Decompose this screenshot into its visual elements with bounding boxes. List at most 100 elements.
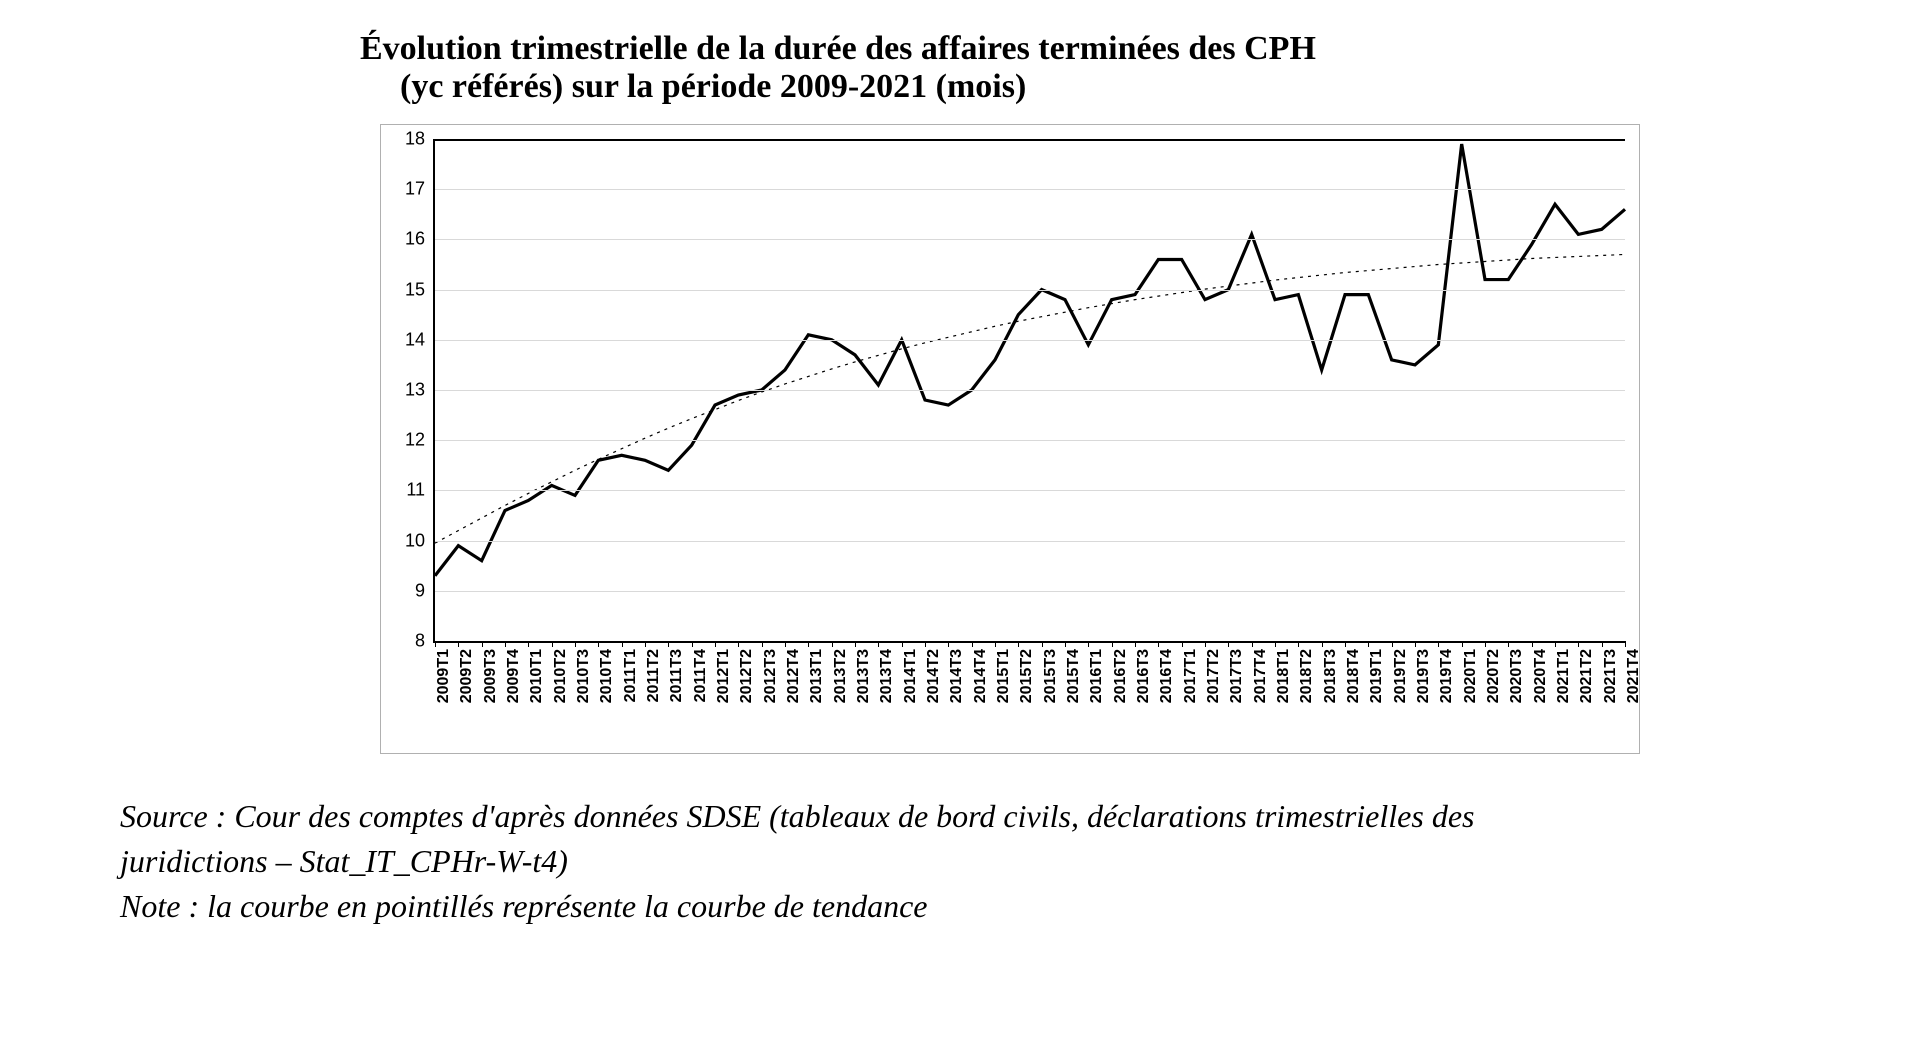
xtick-mark <box>505 641 506 647</box>
xtick-label: 2016T2 <box>1112 649 1130 703</box>
page: Évolution trimestrielle de la durée des … <box>0 0 1920 1042</box>
xtick-label: 2019T1 <box>1368 649 1386 703</box>
gridline <box>435 541 1625 542</box>
xtick-label: 2020T3 <box>1508 649 1526 703</box>
gridline <box>435 189 1625 190</box>
gridline <box>435 340 1625 341</box>
xtick-label: 2011T4 <box>692 649 710 702</box>
xtick-label: 2009T4 <box>505 649 523 703</box>
xtick-label: 2010T4 <box>598 649 616 703</box>
xtick-mark <box>552 641 553 647</box>
source-line1: Source : Cour des comptes d'après donnée… <box>120 794 1800 839</box>
xtick-label: 2021T1 <box>1555 649 1573 703</box>
xtick-label: 2012T3 <box>762 649 780 703</box>
xtick-mark <box>458 641 459 647</box>
chart-title-line1: Évolution trimestrielle de la durée des … <box>360 30 1800 68</box>
xtick-mark <box>995 641 996 647</box>
gridline <box>435 390 1625 391</box>
xtick-label: 2009T2 <box>458 649 476 703</box>
xtick-mark <box>1438 641 1439 647</box>
xtick-label: 2011T3 <box>668 649 686 702</box>
xtick-label: 2015T2 <box>1018 649 1036 703</box>
ytick-label: 14 <box>405 329 435 350</box>
xtick-mark <box>808 641 809 647</box>
xtick-label: 2012T2 <box>738 649 756 703</box>
xtick-label: 2019T4 <box>1438 649 1456 703</box>
xtick-label: 2013T3 <box>855 649 873 703</box>
xtick-mark <box>1205 641 1206 647</box>
gridline <box>435 290 1625 291</box>
xtick-label: 2011T2 <box>645 649 663 702</box>
chart-title-block: Évolution trimestrielle de la durée des … <box>360 30 1800 106</box>
xtick-label: 2010T3 <box>575 649 593 703</box>
xtick-mark <box>1112 641 1113 647</box>
ytick-label: 16 <box>405 229 435 250</box>
ytick-label: 18 <box>405 129 435 150</box>
ytick-label: 17 <box>405 179 435 200</box>
xtick-mark <box>1252 641 1253 647</box>
xtick-label: 2014T1 <box>902 649 920 703</box>
data-line <box>435 144 1625 576</box>
xtick-label: 2010T2 <box>552 649 570 703</box>
xtick-label: 2013T2 <box>832 649 850 703</box>
xtick-mark <box>1602 641 1603 647</box>
xtick-mark <box>1298 641 1299 647</box>
xtick-label: 2014T3 <box>948 649 966 703</box>
xtick-label: 2014T2 <box>925 649 943 703</box>
xtick-mark <box>1182 641 1183 647</box>
xtick-label: 2009T3 <box>482 649 500 703</box>
xtick-label: 2012T4 <box>785 649 803 703</box>
xtick-mark <box>692 641 693 647</box>
xtick-mark <box>832 641 833 647</box>
xtick-mark <box>738 641 739 647</box>
xtick-mark <box>902 641 903 647</box>
xtick-mark <box>925 641 926 647</box>
trend-line <box>435 254 1625 543</box>
xtick-mark <box>1368 641 1369 647</box>
ytick-label: 8 <box>415 631 435 652</box>
xtick-mark <box>622 641 623 647</box>
xtick-label: 2015T1 <box>995 649 1013 703</box>
xtick-mark <box>1158 641 1159 647</box>
xtick-label: 2019T3 <box>1415 649 1433 703</box>
xtick-label: 2018T2 <box>1298 649 1316 703</box>
gridline <box>435 139 1625 141</box>
xtick-mark <box>1462 641 1463 647</box>
xtick-mark <box>1042 641 1043 647</box>
xtick-label: 2015T4 <box>1065 649 1083 703</box>
xtick-mark <box>1345 641 1346 647</box>
xtick-label: 2011T1 <box>622 649 640 702</box>
xtick-label: 2016T1 <box>1088 649 1106 703</box>
xtick-mark <box>1228 641 1229 647</box>
xtick-mark <box>1088 641 1089 647</box>
ytick-label: 11 <box>406 480 435 501</box>
xtick-mark <box>762 641 763 647</box>
chart-footer: Source : Cour des comptes d'après donnée… <box>120 794 1800 928</box>
xtick-mark <box>1625 641 1626 647</box>
gridline <box>435 239 1625 240</box>
xtick-mark <box>575 641 576 647</box>
xtick-mark <box>1555 641 1556 647</box>
ytick-label: 13 <box>405 380 435 401</box>
xtick-label: 2020T1 <box>1462 649 1480 703</box>
ytick-label: 15 <box>405 279 435 300</box>
ytick-label: 9 <box>415 580 435 601</box>
xtick-mark <box>645 641 646 647</box>
xtick-mark <box>878 641 879 647</box>
chart-container: 891011121314151617182009T12009T22009T320… <box>380 124 1640 754</box>
xtick-mark <box>528 641 529 647</box>
xtick-mark <box>1578 641 1579 647</box>
xtick-label: 2009T1 <box>435 649 453 703</box>
xtick-mark <box>1508 641 1509 647</box>
ytick-label: 10 <box>405 530 435 551</box>
xtick-label: 2021T3 <box>1602 649 1620 703</box>
xtick-mark <box>668 641 669 647</box>
chart-title-line2: (yc référés) sur la période 2009-2021 (m… <box>400 68 1800 106</box>
xtick-label: 2021T4 <box>1625 649 1643 703</box>
xtick-label: 2013T4 <box>878 649 896 703</box>
xtick-label: 2016T3 <box>1135 649 1153 703</box>
xtick-mark <box>1322 641 1323 647</box>
xtick-mark <box>855 641 856 647</box>
xtick-mark <box>1532 641 1533 647</box>
gridline <box>435 490 1625 491</box>
